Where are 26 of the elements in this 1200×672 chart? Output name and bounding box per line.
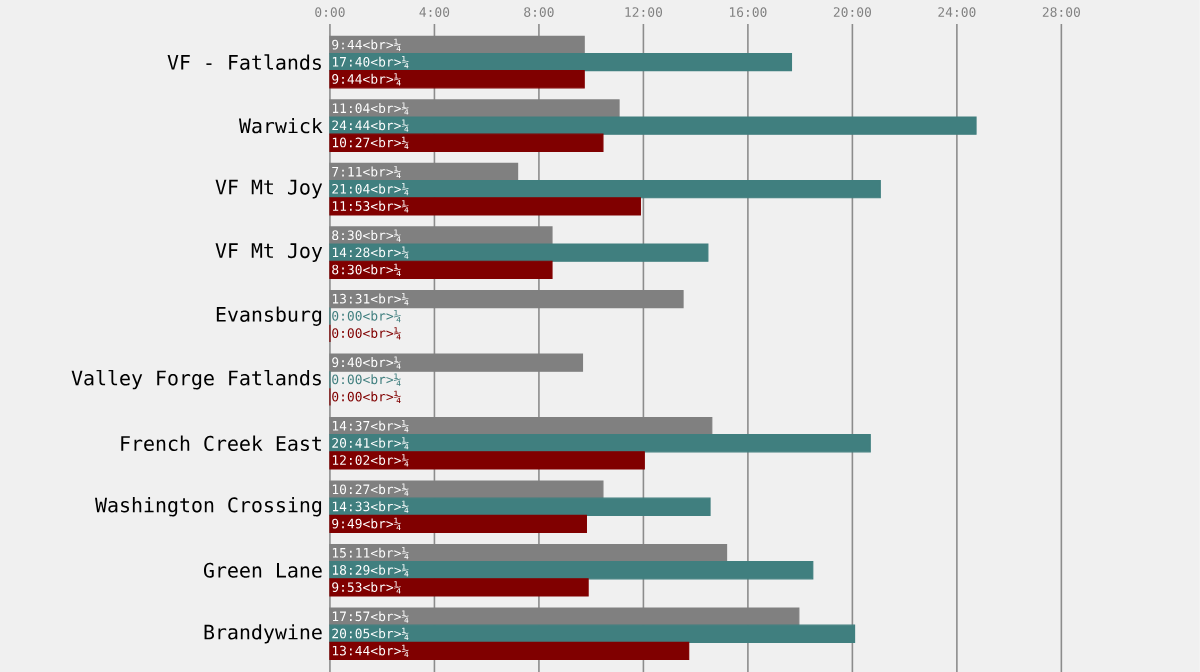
y-tick-label: Warwick	[238, 117, 323, 134]
bar	[329, 243, 709, 262]
y-tick-label: Valley Forge Fatlands	[71, 369, 321, 390]
bar	[329, 497, 711, 516]
bar	[329, 116, 977, 135]
bar	[329, 577, 589, 597]
bar	[329, 133, 604, 152]
y-tick-label: French Creek East	[121, 435, 321, 451]
bar	[329, 52, 793, 71]
bar	[329, 641, 690, 660]
y-tick-label: VF - Fatlands	[167, 54, 321, 70]
y-tick-label: VF Mt Joy	[215, 179, 323, 199]
bar	[329, 179, 881, 198]
y-tick-label: Washington Crossing	[95, 496, 322, 517]
y-tick-label: Evansburg	[216, 306, 322, 326]
bar	[329, 560, 814, 580]
y-tick-label: VF Mt Joy	[215, 243, 323, 262]
bar	[329, 260, 553, 279]
bar	[329, 196, 641, 216]
y-tick-label: Green Lane	[203, 562, 322, 578]
bar	[329, 450, 645, 470]
bar	[329, 514, 587, 533]
bar	[329, 624, 856, 643]
bar	[329, 433, 871, 453]
bar	[329, 69, 585, 89]
y-tick-label: Brandywine	[204, 623, 322, 644]
